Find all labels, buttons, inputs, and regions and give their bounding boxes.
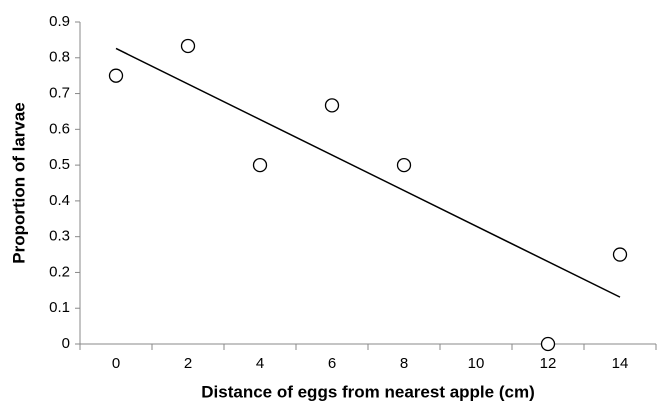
y-tick-label: 0 (62, 335, 70, 352)
y-tick-label: 0.3 (49, 228, 70, 245)
y-tick-label: 0.2 (49, 263, 70, 280)
x-tick-label: 0 (112, 355, 120, 372)
x-tick-label: 2 (184, 355, 192, 372)
point (540, 336, 556, 352)
y-tick-label: 0.5 (49, 156, 70, 173)
point (252, 157, 268, 173)
point (180, 38, 196, 54)
x-tick-label: 14 (612, 355, 629, 372)
x-tick-label: 4 (256, 355, 264, 372)
x-tick-label: 12 (540, 355, 557, 372)
x-tick-label: 6 (328, 355, 336, 372)
point (108, 68, 124, 83)
y-tick-label: 0.9 (49, 13, 70, 30)
x-axis-title: Distance of eggs from nearest apple (cm) (201, 382, 534, 401)
y-tick-label: 0.8 (49, 49, 70, 66)
x-tick-label: 10 (468, 355, 485, 372)
y-tick-label: 0.7 (49, 85, 70, 102)
y-axis-title: Proportion of larvae (9, 102, 28, 264)
trendline (115, 47, 621, 298)
y-tick-label: 0.6 (49, 120, 70, 137)
x-tick-label: 8 (400, 355, 408, 372)
point (324, 98, 340, 113)
point (396, 157, 412, 173)
point (612, 247, 628, 262)
y-tick-label: 0.4 (49, 192, 70, 209)
y-tick-label: 0.1 (49, 299, 70, 316)
